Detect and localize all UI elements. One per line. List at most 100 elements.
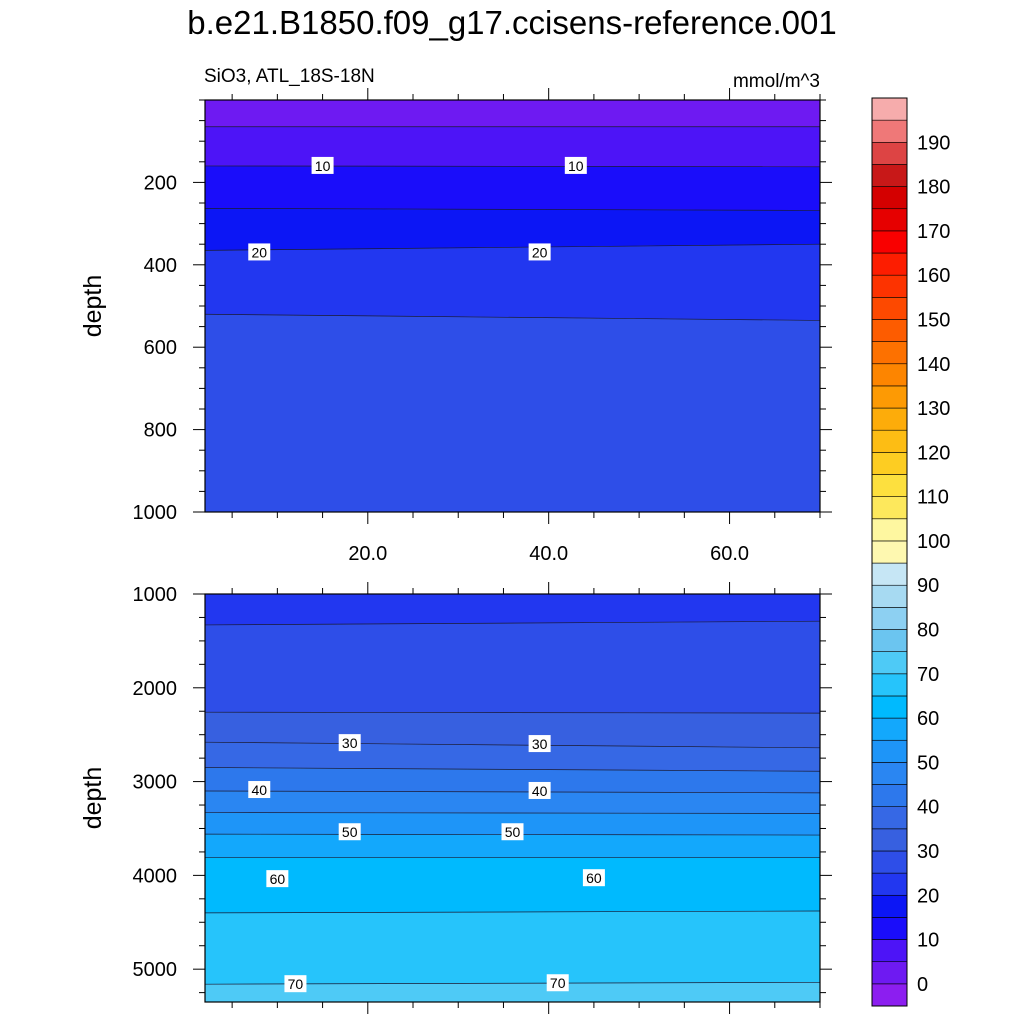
- contour-line: [204, 767, 821, 772]
- lower-contour-panel: 30 30 40 40 50 50 60 60 70 70 1000 2000 3000 4000 5000…: [79, 582, 832, 1014]
- colorbar-label: 150: [917, 309, 950, 331]
- contour-fill-band: [205, 100, 820, 127]
- colorbar-label: 130: [917, 398, 950, 420]
- colorbar-label: 90: [917, 575, 939, 597]
- colorbar-segment: [871, 274, 908, 298]
- contour-label-box: [248, 781, 271, 799]
- contour-line: [204, 313, 821, 321]
- colorbar-segment: [871, 208, 908, 232]
- y-tick-label: 3000: [133, 772, 178, 794]
- contour-line: [204, 243, 821, 251]
- colorbar-segment: [871, 363, 908, 387]
- contour-label: 10: [568, 158, 584, 174]
- colorbar-segment: [871, 141, 908, 165]
- panel-units: mmol/m^3: [733, 71, 820, 92]
- contour-label: 60: [270, 871, 286, 887]
- contour-line: [204, 812, 821, 814]
- colorbar-label: 0: [917, 974, 928, 996]
- colorbar-segment: [871, 496, 908, 520]
- y-tick-label: 800: [144, 420, 177, 442]
- x-tick-label: 40.0: [529, 543, 568, 565]
- colorbar-segment: [871, 429, 908, 453]
- contour-label: 20: [251, 244, 267, 260]
- contour-fill-band: [205, 712, 820, 748]
- contour-line: [204, 741, 821, 749]
- contour-label: 30: [532, 736, 548, 752]
- colorbar-segment: [871, 961, 908, 985]
- y-tick-label: 4000: [133, 865, 178, 887]
- colorbar-segment: [871, 983, 908, 1007]
- y-tick-label: 2000: [133, 678, 178, 700]
- contour-label: 30: [342, 735, 358, 751]
- contour-line: [204, 620, 821, 626]
- contour-label: 70: [550, 975, 566, 991]
- contour-label-box: [311, 156, 334, 174]
- contour-label-box: [564, 156, 587, 174]
- colorbar-segment: [871, 651, 908, 675]
- colorbar-segment: [871, 607, 908, 630]
- colorbar-segment: [871, 739, 908, 763]
- colorbar-segment: [871, 784, 908, 807]
- colorbar-segment: [871, 917, 908, 940]
- y-tick-label: 1000: [133, 502, 178, 524]
- contour-fill-band: [205, 244, 820, 321]
- colorbar-label: 40: [917, 797, 939, 819]
- contour-fill-band: [205, 621, 820, 714]
- colorbar-frame: [871, 97, 908, 1007]
- contour-label-box: [546, 974, 569, 992]
- colorbar-segment: [871, 562, 908, 586]
- plot-frame: [204, 593, 821, 1003]
- colorbar-segment: [871, 717, 908, 741]
- x-tick-label: 20.0: [348, 543, 387, 565]
- colorbar-segment: [871, 341, 908, 365]
- colorbar-segment: [871, 806, 908, 830]
- contour-label-box: [501, 823, 524, 841]
- colorbar-label: 30: [917, 841, 939, 863]
- contour-fill-band: [205, 790, 820, 814]
- x-tick-label: 60.0: [710, 543, 749, 565]
- contour-fill-band: [205, 314, 820, 512]
- y-tick-label: 1000: [133, 584, 178, 606]
- contour-label-box: [284, 975, 307, 993]
- contour-line: [204, 165, 821, 168]
- colorbar-segment: [871, 452, 908, 475]
- colorbar-segment: [871, 518, 908, 542]
- y-tick-label: 400: [144, 255, 177, 277]
- contour-fill-band: [205, 911, 820, 985]
- colorbar-segment: [871, 894, 908, 918]
- contour-line: [204, 790, 821, 794]
- colorbar-segment: [871, 319, 908, 342]
- colorbar-segment: [871, 385, 908, 409]
- colorbar-label: 80: [917, 620, 939, 642]
- upper-contour-panel: 10 10 20 20 200 400 600 800 1000 20.0 40.0 60.0 dept…: [79, 88, 832, 565]
- colorbar-segment: [871, 407, 908, 431]
- contour-label-box: [338, 734, 361, 752]
- colorbar-segment: [871, 297, 908, 320]
- colorbar-segment: [871, 828, 908, 852]
- contour-fill-band: [205, 165, 820, 211]
- colorbar-label: 110: [917, 487, 949, 509]
- y-tick-label: 600: [144, 337, 177, 359]
- colorbar-label: 190: [917, 132, 950, 154]
- contour-label: 40: [251, 782, 267, 798]
- colorbar-label: 60: [917, 708, 939, 730]
- contour-line: [204, 711, 821, 714]
- contour-label: 50: [505, 824, 521, 840]
- colorbar-segment: [871, 540, 908, 564]
- colorbar-segment: [871, 186, 908, 210]
- colorbar-segment: [871, 97, 908, 121]
- contour-label-box: [582, 869, 605, 887]
- contour-line: [204, 981, 821, 985]
- colorbar-segment: [871, 850, 908, 874]
- colorbar-segment: [871, 474, 908, 497]
- contour-label: 10: [315, 158, 331, 174]
- contour-fill-band: [205, 594, 820, 625]
- colorbar-label: 50: [917, 752, 939, 774]
- colorbar-label: 140: [917, 354, 950, 376]
- y-axis-label: depth: [79, 275, 107, 338]
- colorbar-label: 180: [917, 177, 950, 199]
- colorbar-segment: [871, 695, 908, 719]
- contour-label: 70: [288, 976, 304, 992]
- colorbar-segment: [871, 164, 908, 187]
